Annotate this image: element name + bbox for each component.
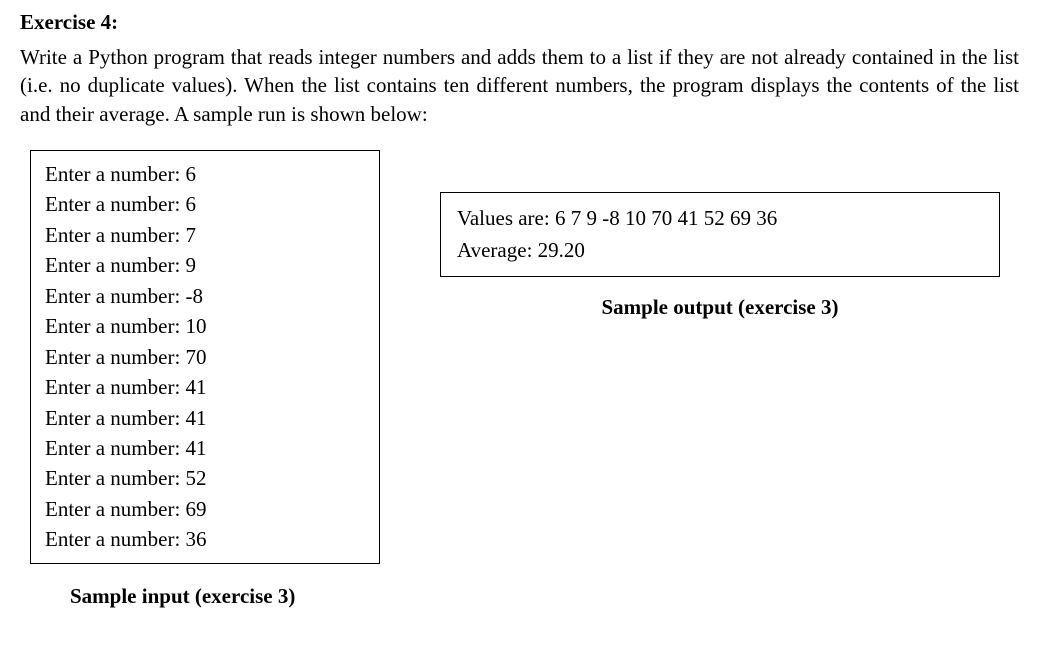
input-line: Enter a number: 6: [45, 189, 365, 219]
input-line: Enter a number: 10: [45, 311, 365, 341]
output-line: Average: 29.20: [457, 235, 983, 267]
sample-output-box: Values are: 6 7 9 -8 10 70 41 52 69 36 A…: [440, 192, 1000, 277]
left-column: Enter a number: 6 Enter a number: 6 Ente…: [20, 150, 380, 609]
input-line: Enter a number: 36: [45, 524, 365, 554]
input-line: Enter a number: 52: [45, 463, 365, 493]
input-line: Enter a number: -8: [45, 281, 365, 311]
input-line: Enter a number: 70: [45, 342, 365, 372]
sample-output-caption: Sample output (exercise 3): [440, 295, 1000, 320]
input-line: Enter a number: 41: [45, 403, 365, 433]
input-line: Enter a number: 6: [45, 159, 365, 189]
output-line: Values are: 6 7 9 -8 10 70 41 52 69 36: [457, 203, 983, 235]
right-column: Values are: 6 7 9 -8 10 70 41 52 69 36 A…: [440, 150, 1019, 320]
sample-input-caption: Sample input (exercise 3): [70, 584, 295, 608]
input-line: Enter a number: 41: [45, 433, 365, 463]
columns-container: Enter a number: 6 Enter a number: 6 Ente…: [20, 150, 1019, 609]
input-line: Enter a number: 7: [45, 220, 365, 250]
input-line: Enter a number: 41: [45, 372, 365, 402]
input-line: Enter a number: 9: [45, 250, 365, 280]
input-line: Enter a number: 69: [45, 494, 365, 524]
exercise-description: Write a Python program that reads intege…: [20, 43, 1019, 128]
input-caption-wrapper: Sample input (exercise 3): [30, 584, 380, 609]
sample-input-box: Enter a number: 6 Enter a number: 6 Ente…: [30, 150, 380, 564]
exercise-title: Exercise 4:: [20, 10, 1019, 35]
